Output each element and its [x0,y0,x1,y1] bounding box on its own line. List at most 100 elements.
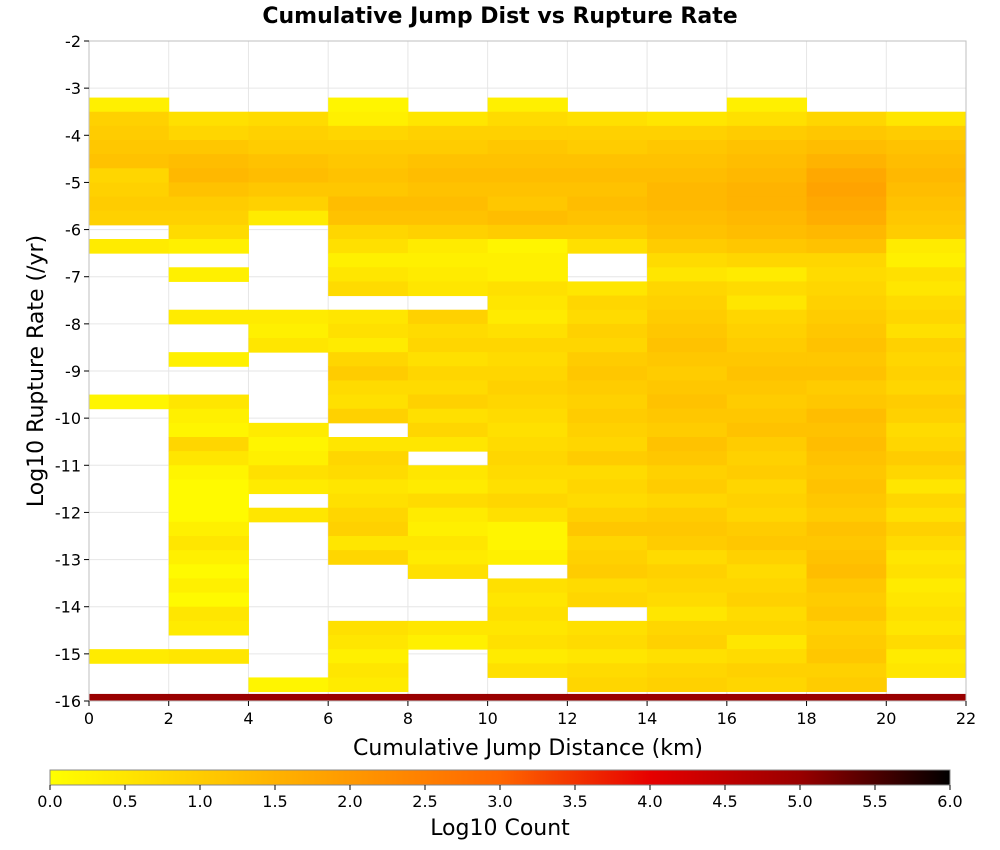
heatmap-cell-bottom [806,693,887,701]
heatmap-cell [806,394,887,410]
heatmap-cell [647,210,728,226]
heatmap-cell [567,521,648,537]
heatmap-cell [89,111,170,127]
heatmap-cell [487,309,568,325]
heatmap-cell [806,451,887,466]
heatmap-cell [806,224,887,240]
heatmap-cell [647,620,728,636]
heatmap-cell [647,606,728,622]
heatmap-cell [407,267,489,282]
heatmap-cell [886,338,967,353]
heatmap-cell-bottom [407,693,489,701]
heatmap-cell [806,408,887,424]
x-axis-label: Cumulative Jump Distance (km) [353,736,703,761]
heatmap-cell [806,578,887,594]
heatmap-cell [806,564,887,579]
x-tick-label: 16 [717,709,737,728]
heatmap-cell [487,323,568,339]
colorbar-tick-label: 6.0 [937,792,962,811]
heatmap-cell [726,111,808,127]
heatmap-cell [487,154,568,169]
heatmap-cell [168,507,249,523]
heatmap-cell [487,168,568,183]
heatmap-cell [487,394,568,410]
heatmap-cell [726,507,808,523]
colorbar-tick-label: 5.0 [787,792,812,811]
heatmap-cell [886,437,967,452]
heatmap-cell [168,111,249,127]
heatmap-cell [886,422,967,438]
heatmap-cell [328,281,409,297]
heatmap-cell [806,168,887,183]
heatmap-cell [886,182,967,198]
heatmap-cell [567,620,648,636]
heatmap-cell [487,239,568,254]
heatmap-cell [407,182,489,198]
heatmap-cell [407,239,489,254]
heatmap-cell [487,606,568,622]
heatmap-cell [647,125,728,141]
heatmap-cell [726,550,808,565]
x-tick-label: 20 [876,709,896,728]
colorbar-tick-label: 3.0 [487,792,512,811]
heatmap-cell [407,111,489,127]
heatmap-cell [886,620,967,636]
colorbar-tick-label: 0.5 [112,792,137,811]
heatmap-cell [806,253,887,268]
heatmap-cell [647,295,728,311]
heatmap-cell [248,168,329,183]
heatmap-cell [806,521,887,537]
heatmap-cell [407,224,489,240]
heatmap-cell [407,168,489,183]
y-tick-label: -4 [65,126,81,145]
heatmap-cell [806,338,887,353]
heatmap-cell [487,253,568,268]
heatmap-cell [328,451,409,466]
heatmap-cell [726,323,808,339]
heatmap-cell [647,182,728,198]
heatmap-cell [487,578,568,594]
heatmap-cell [726,606,808,622]
heatmap-cell [89,97,170,113]
x-tick-label: 22 [956,709,976,728]
heatmap-cell [647,451,728,466]
heatmap-cell [647,635,728,650]
heatmap-cell [407,536,489,551]
heatmap-cell [487,281,568,297]
y-tick-label: -7 [65,268,81,287]
y-tick-label: -13 [55,551,81,570]
heatmap-cell [806,352,887,367]
heatmap-cell [806,592,887,608]
heatmap-cell [487,422,568,438]
heatmap-cell [647,154,728,169]
colorbar-label: Log10 Count [430,816,570,841]
heatmap-cell [328,253,409,268]
heatmap-cell [248,154,329,169]
heatmap-cell [487,111,568,127]
heatmap-cell [328,521,409,537]
heatmap-cell [89,168,170,183]
heatmap-cell [567,550,648,565]
heatmap-cell [407,479,489,495]
heatmap-cell [647,521,728,537]
heatmap-cell [407,394,489,410]
heatmap-cell [168,154,249,169]
heatmap-cell [726,437,808,452]
heatmap-cell [248,338,329,353]
heatmap-cell [726,281,808,297]
heatmap-cell [248,479,329,495]
heatmap-cell [407,253,489,268]
heatmap-cell [567,578,648,594]
heatmap-cell [487,182,568,198]
heatmap-cell [647,422,728,438]
heatmap-cell [886,125,967,141]
heatmap-cell [886,267,967,282]
heatmap-cell [726,394,808,410]
colorbar-tick-label: 2.5 [412,792,437,811]
heatmap-cell [328,465,409,480]
heatmap-cell [407,437,489,452]
colorbar-tick-label: 3.5 [562,792,587,811]
heatmap-cell [168,309,249,325]
heatmap-cell [647,507,728,523]
colorbar-tick-label: 5.5 [862,792,887,811]
